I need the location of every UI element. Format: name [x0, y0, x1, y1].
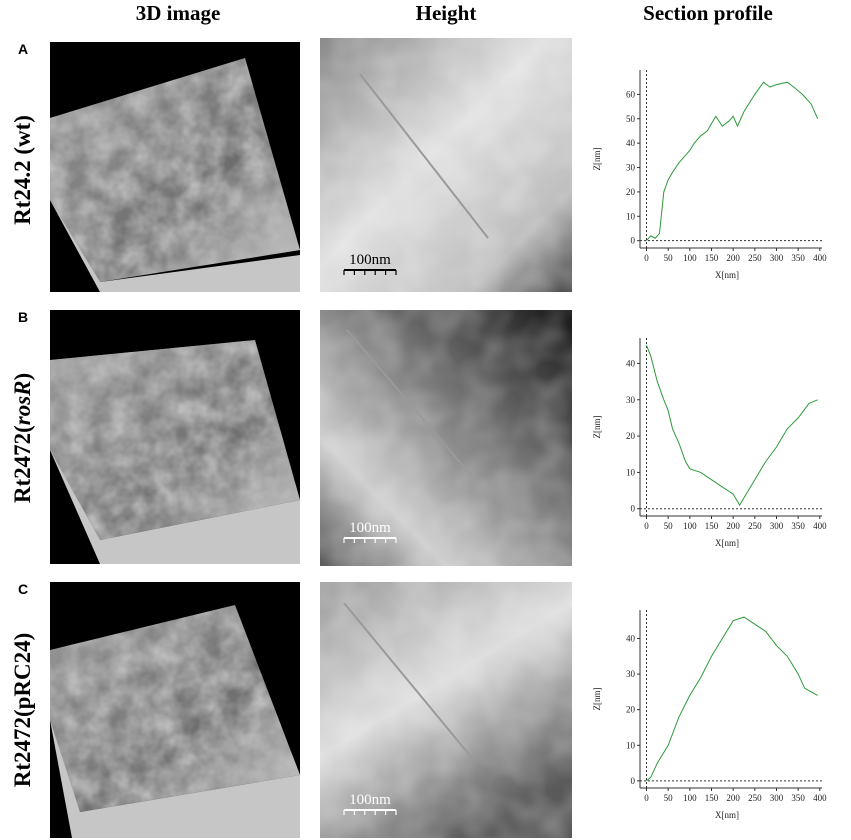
x-axis-label: X[nm]	[715, 270, 739, 280]
panel-letter: B	[18, 309, 28, 325]
x-tick-label: 250	[748, 521, 762, 531]
scale-bar-label: 100nm	[349, 520, 391, 536]
row-label: Rt2472(pRC24)	[10, 633, 35, 788]
y-tick-label: 10	[626, 740, 636, 750]
x-tick-label: 250	[748, 793, 762, 803]
x-tick-label: 250	[748, 253, 762, 263]
y-axis-label: Z[nm]	[592, 688, 602, 711]
y-tick-label: 0	[631, 776, 636, 786]
row-label-part: Rt2472(	[10, 425, 35, 503]
x-tick-label: 0	[644, 253, 649, 263]
x-tick-label: 300	[770, 793, 784, 803]
y-tick-label: 20	[626, 705, 636, 715]
column-header: Section profile	[643, 1, 773, 25]
row-label-part: rosR	[10, 380, 35, 425]
x-tick-label: 50	[664, 793, 674, 803]
x-tick-label: 0	[644, 793, 649, 803]
x-tick-label: 50	[664, 521, 674, 531]
row-label-part: )	[10, 373, 35, 381]
height-image	[320, 582, 572, 838]
x-tick-label: 200	[726, 253, 740, 263]
x-tick-label: 200	[726, 521, 740, 531]
y-tick-label: 50	[626, 114, 636, 124]
scale-bar-label: 100nm	[349, 792, 391, 808]
y-tick-label: 10	[626, 467, 636, 477]
panel-letter: C	[18, 581, 28, 597]
x-tick-label: 200	[726, 793, 740, 803]
scale-bar-label: 100nm	[349, 252, 391, 268]
x-tick-label: 400	[813, 793, 827, 803]
column-header: 3D image	[136, 1, 221, 25]
row-label: Rt2472(rosR)	[10, 373, 35, 503]
y-tick-label: 60	[626, 89, 636, 99]
x-tick-label: 50	[664, 253, 674, 263]
x-tick-label: 0	[644, 521, 649, 531]
profile-line	[646, 345, 818, 507]
y-tick-label: 0	[631, 236, 636, 246]
column-header: Height	[416, 1, 477, 25]
row-label: Rt24.2 (wt)	[10, 115, 35, 225]
x-tick-label: 150	[705, 793, 719, 803]
3d-image	[50, 310, 300, 564]
height-image	[320, 38, 572, 292]
x-axis-label: X[nm]	[715, 810, 739, 820]
y-tick-label: 30	[626, 395, 636, 405]
y-tick-label: 40	[626, 138, 636, 148]
row-label-part: Rt24.2 (wt)	[10, 115, 35, 225]
y-tick-label: 0	[631, 504, 636, 514]
x-tick-label: 100	[683, 253, 697, 263]
x-axis-label: X[nm]	[715, 538, 739, 548]
y-axis-label: Z[nm]	[592, 416, 602, 439]
y-tick-label: 20	[626, 187, 636, 197]
x-tick-label: 100	[683, 793, 697, 803]
3d-image	[50, 42, 300, 292]
x-tick-label: 350	[791, 793, 805, 803]
y-tick-label: 30	[626, 669, 636, 679]
profile-line	[646, 616, 818, 782]
panel-letter: A	[18, 41, 28, 57]
x-tick-label: 400	[813, 521, 827, 531]
x-tick-label: 150	[705, 253, 719, 263]
x-tick-label: 150	[705, 521, 719, 531]
y-tick-label: 10	[626, 211, 636, 221]
x-tick-label: 300	[770, 521, 784, 531]
3d-image	[50, 582, 300, 838]
x-tick-label: 400	[813, 253, 827, 263]
x-tick-label: 350	[791, 521, 805, 531]
profile-line	[646, 81, 819, 242]
row-label-part: Rt2472(pRC24)	[10, 633, 35, 788]
x-tick-label: 300	[770, 253, 784, 263]
height-image	[320, 310, 572, 566]
y-axis-label: Z[nm]	[592, 148, 602, 171]
y-tick-label: 20	[626, 431, 636, 441]
y-tick-label: 40	[626, 633, 636, 643]
y-tick-label: 40	[626, 358, 636, 368]
y-tick-label: 30	[626, 163, 636, 173]
x-tick-label: 350	[791, 253, 805, 263]
x-tick-label: 100	[683, 521, 697, 531]
